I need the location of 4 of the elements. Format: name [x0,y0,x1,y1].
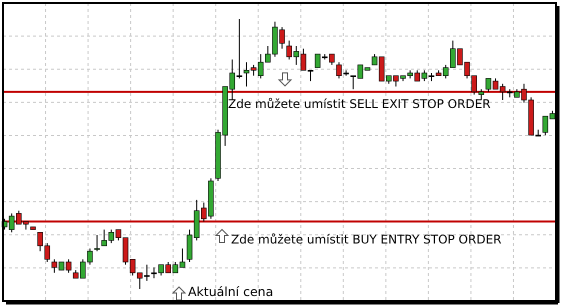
ref-line-label: Zde můžete umístit BUY ENTRY STOP ORDER [231,232,502,246]
candlestick [94,234,100,252]
ref-line-label: Zde můžete umístit SELL EXIT STOP ORDER [228,96,491,111]
annotation: Aktuální cena [188,284,274,299]
